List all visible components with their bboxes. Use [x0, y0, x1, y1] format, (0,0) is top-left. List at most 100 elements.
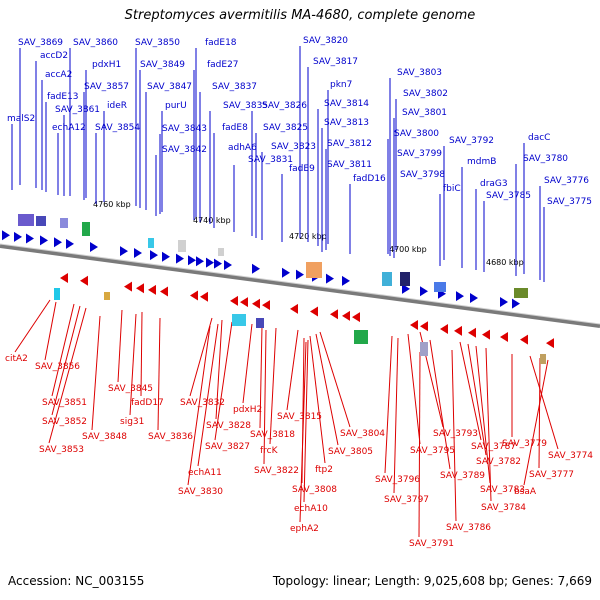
gene-arrow[interactable]: [262, 300, 270, 311]
gene-arrow[interactable]: [326, 273, 334, 284]
gene-label[interactable]: SAV_3799: [397, 149, 442, 159]
gene-label[interactable]: SAV_3856: [35, 362, 80, 372]
feature-block[interactable]: [354, 330, 368, 344]
gene-label[interactable]: SAV_3826: [262, 101, 307, 111]
gene-arrow[interactable]: [342, 310, 350, 321]
gene-label[interactable]: SAV_3831: [248, 155, 293, 165]
gene-label[interactable]: SAV_3797: [384, 495, 429, 505]
gene-label[interactable]: pdxH2: [233, 405, 262, 415]
gene-arrow[interactable]: [500, 332, 508, 342]
gene-label[interactable]: echA12: [52, 123, 86, 133]
gene-label[interactable]: SAV_3782: [476, 457, 521, 467]
gene-label[interactable]: SAV_3791: [409, 539, 454, 549]
gene-label[interactable]: SAV_3811: [327, 160, 372, 170]
gene-arrow[interactable]: [162, 251, 170, 262]
gene-label[interactable]: SAV_3780: [523, 154, 568, 164]
gene-label[interactable]: citA2: [5, 354, 28, 364]
gene-arrow[interactable]: [252, 298, 260, 309]
feature-block[interactable]: [514, 288, 528, 298]
gene-label[interactable]: SAV_3804: [340, 429, 385, 439]
gene-label[interactable]: SAV_3845: [108, 384, 153, 394]
gene-arrow[interactable]: [470, 292, 478, 303]
gene-label[interactable]: SAV_3783: [480, 485, 525, 495]
gene-arrow[interactable]: [290, 303, 298, 314]
gene-label[interactable]: SAV_3836: [148, 432, 193, 442]
gene-arrow[interactable]: [134, 247, 142, 258]
gene-label[interactable]: fadE9: [289, 164, 315, 174]
gene-arrow[interactable]: [282, 267, 290, 278]
gene-arrow[interactable]: [230, 295, 238, 306]
feature-block[interactable]: [256, 318, 264, 328]
feature-block[interactable]: [178, 240, 186, 252]
feature-block[interactable]: [60, 218, 68, 228]
gene-label[interactable]: sig31: [120, 417, 144, 427]
gene-label[interactable]: SAV_3796: [375, 475, 420, 485]
gene-label[interactable]: SAV_3812: [327, 139, 372, 149]
gene-label[interactable]: SAV_3787: [471, 442, 516, 452]
feature-block[interactable]: [18, 214, 34, 226]
gene-arrow[interactable]: [342, 275, 350, 286]
gene-label[interactable]: ephA2: [290, 524, 319, 534]
gene-label[interactable]: fadE13: [47, 92, 79, 102]
gene-arrow[interactable]: [456, 291, 464, 302]
gene-label[interactable]: SAV_3848: [82, 432, 127, 442]
gene-arrow[interactable]: [188, 255, 196, 266]
gene-arrow[interactable]: [482, 329, 490, 340]
gene-label[interactable]: SAV_3828: [206, 421, 251, 431]
gene-label[interactable]: SAV_3803: [397, 68, 442, 78]
feature-block[interactable]: [148, 238, 154, 248]
gene-arrow[interactable]: [512, 298, 520, 309]
gene-label[interactable]: SAV_3792: [449, 136, 494, 146]
gene-label[interactable]: SAV_3852: [42, 417, 87, 427]
gene-label[interactable]: fbiC: [443, 184, 461, 194]
gene-arrow[interactable]: [410, 319, 418, 330]
gene-label[interactable]: SAV_3814: [324, 99, 369, 109]
gene-arrow[interactable]: [26, 233, 34, 244]
gene-label[interactable]: SAV_3793: [433, 429, 478, 439]
gene-label[interactable]: SAV_3784: [481, 503, 526, 513]
feature-block[interactable]: [434, 282, 446, 292]
gene-label[interactable]: accD2: [40, 51, 68, 61]
gene-arrow[interactable]: [66, 238, 74, 249]
gene-label[interactable]: SAV_3849: [140, 60, 185, 70]
gene-label[interactable]: SAV_3818: [250, 430, 295, 440]
gene-label[interactable]: SAV_3842: [162, 145, 207, 155]
gene-arrow[interactable]: [148, 284, 156, 295]
gene-label[interactable]: echA11: [188, 468, 222, 478]
gene-arrow[interactable]: [80, 275, 88, 286]
gene-label[interactable]: adhA6: [228, 143, 257, 153]
gene-arrow[interactable]: [420, 321, 428, 332]
gene-label[interactable]: SAV_3825: [263, 123, 308, 133]
gene-arrow[interactable]: [352, 312, 360, 323]
feature-block[interactable]: [420, 342, 428, 356]
gene-arrow[interactable]: [40, 235, 48, 246]
gene-label[interactable]: SAV_3800: [394, 129, 439, 139]
gene-arrow[interactable]: [206, 257, 214, 268]
gene-label[interactable]: bsaA: [514, 487, 537, 497]
gene-arrow[interactable]: [150, 250, 158, 261]
gene-arrow[interactable]: [160, 286, 168, 297]
gene-label[interactable]: frcK: [260, 446, 279, 456]
gene-label[interactable]: dacC: [528, 133, 550, 143]
gene-label[interactable]: draG3: [480, 179, 508, 189]
gene-arrow[interactable]: [454, 325, 462, 336]
feature-block[interactable]: [104, 292, 110, 300]
gene-arrow[interactable]: [402, 283, 410, 294]
gene-arrow[interactable]: [90, 242, 98, 253]
gene-arrow[interactable]: [330, 309, 338, 320]
gene-label[interactable]: SAV_3854: [95, 123, 140, 133]
feature-block[interactable]: [400, 272, 410, 286]
gene-label[interactable]: SAV_3776: [544, 176, 589, 186]
gene-label[interactable]: SAV_3861: [55, 105, 100, 115]
gene-label[interactable]: SAV_3822: [254, 466, 299, 476]
gene-label[interactable]: SAV_3786: [446, 523, 491, 533]
gene-label[interactable]: SAV_3817: [313, 57, 358, 67]
gene-label[interactable]: SAV_3815: [277, 412, 322, 422]
gene-label[interactable]: SAV_3830: [178, 487, 223, 497]
gene-label[interactable]: SAV_3847: [147, 82, 192, 92]
gene-arrow[interactable]: [440, 323, 448, 334]
gene-arrow[interactable]: [240, 297, 248, 308]
gene-label[interactable]: fadD16: [353, 174, 386, 184]
gene-arrow[interactable]: [296, 269, 304, 280]
gene-label[interactable]: SAV_3801: [402, 108, 447, 118]
